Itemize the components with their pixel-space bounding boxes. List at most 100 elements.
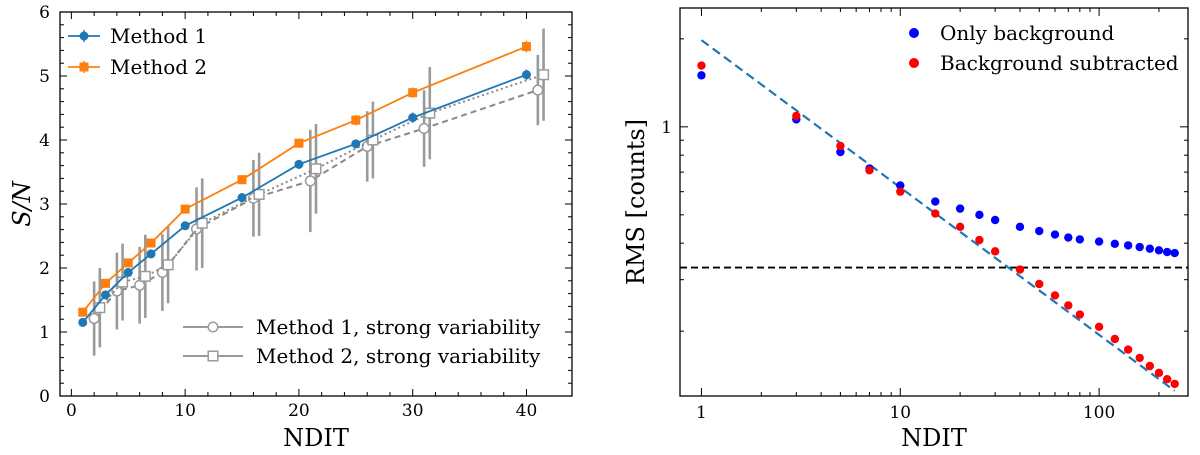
data-point [1050,291,1060,300]
legend-marker [207,321,219,333]
plot-frame [679,7,1189,397]
y-tick-label: 0 [39,387,50,407]
legend-marker [79,62,89,72]
data-point [975,235,984,245]
data-point [1170,379,1179,389]
data-point [1075,235,1085,244]
legend-marker [79,31,89,41]
series-1 [697,71,1179,258]
data-point [1110,334,1120,344]
data-point [1162,374,1172,384]
data-point [1135,353,1144,363]
data-point [836,147,845,157]
data-point [697,71,706,80]
data-point [697,61,706,70]
data-point [146,238,156,248]
legend-label: Method 1, strong variability [256,315,541,339]
data-point [408,113,418,123]
data-point [237,175,247,185]
data-point [1162,247,1172,257]
series-line [99,73,544,309]
data-point [1094,237,1104,246]
data-point [1075,310,1085,319]
data-point [237,193,247,203]
data-point [1145,244,1155,253]
data-point [139,270,151,282]
data-point [146,249,156,259]
data-point [1015,265,1025,274]
data-point [1145,361,1155,371]
data-point [532,84,544,96]
data-point [101,290,111,300]
data-point [1110,239,1120,248]
data-point [1123,241,1133,250]
right-chart: 1 10 100 1 NDIT RMS [counts] Only background Ba… [622,7,1189,452]
data-point [1035,226,1044,236]
data-point [1094,322,1104,331]
x-tick-label: 20 [288,401,310,421]
data-point [1170,248,1179,258]
data-point [1154,368,1164,378]
series-line [82,45,527,313]
legend-marker [909,28,919,38]
data-point [351,115,361,125]
data-point [78,317,88,327]
x-axis-label: NDIT [901,424,967,452]
data-point [538,69,550,81]
x-tick-label: 0 [66,401,77,421]
data-point [896,181,905,190]
y-axis-label: RMS [counts] [622,119,650,285]
left-chart: 0 10 20 30 40 0 1 2 3 4 5 6 NDIT S/N Method 1 Method 2 M… [8,3,573,452]
data-point [931,209,940,218]
x-tick-label: 100 [1083,403,1115,423]
series-2 [697,61,1179,389]
data-point [1154,246,1164,255]
legend-marker [207,350,219,362]
data-point [792,111,801,121]
data-point [836,141,845,151]
y-tick-label: 1 [39,323,50,343]
legend-label: Only background [940,21,1115,45]
data-point [351,139,361,149]
data-point [408,88,418,98]
data-point [123,258,133,268]
data-point [310,163,322,175]
x-tick-label: 10 [174,401,196,421]
x-axis-label: NDIT [283,424,349,452]
y-tick-label: 4 [39,131,50,151]
data-point [931,197,940,206]
data-point [955,222,965,232]
data-point [896,187,905,196]
data-point [990,247,1000,256]
y-tick-label: 1 [661,118,672,138]
data-point [78,307,88,317]
data-point [990,215,1000,225]
data-point [294,159,304,169]
data-point [1135,242,1144,252]
data-point [88,313,100,325]
data-point [180,204,190,214]
x-tick-label: 1 [696,403,707,423]
y-tick-label: 3 [39,195,50,215]
data-point [180,221,190,231]
data-point [304,175,316,187]
data-point [253,188,265,200]
data-point [1064,301,1073,310]
data-point [955,204,965,213]
data-point [1015,222,1025,232]
data-point [865,166,874,175]
data-point [1064,233,1073,242]
y-axis-label: S/N [8,180,36,227]
legend-label: Method 2, strong variability [256,344,541,368]
data-point [294,138,304,148]
y-tick-label: 2 [39,259,50,279]
series-2 [78,40,531,317]
legend-marker [909,58,919,68]
data-point [196,217,208,229]
data-point [134,279,146,291]
legend-label: Background subtracted [940,51,1179,75]
data-point [521,70,531,80]
data-point [101,278,111,288]
data-point [1123,345,1133,354]
data-point [1035,279,1044,289]
